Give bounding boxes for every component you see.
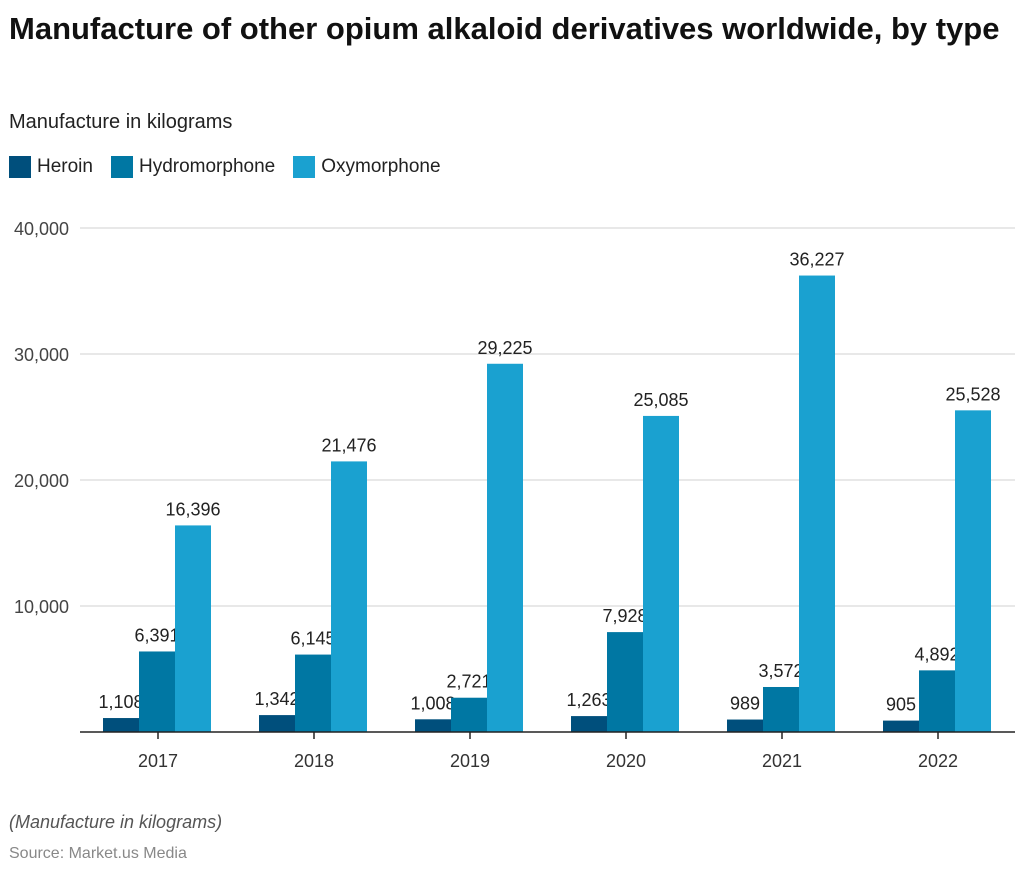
data-label: 25,528 bbox=[945, 384, 1000, 404]
legend-item-heroin: Heroin bbox=[9, 156, 93, 178]
bar-oxymorphone bbox=[331, 461, 367, 732]
legend-label: Hydromorphone bbox=[138, 156, 276, 177]
data-label: 4,892 bbox=[914, 644, 959, 664]
bar-hydromorphone bbox=[139, 651, 175, 732]
legend-swatch bbox=[110, 156, 133, 178]
data-label: 905 bbox=[886, 695, 916, 715]
data-label: 1,342 bbox=[254, 689, 299, 709]
x-tick-label: 2018 bbox=[294, 751, 334, 771]
data-label: 29,225 bbox=[477, 338, 532, 358]
bar-heroin bbox=[259, 715, 295, 732]
bar-heroin bbox=[883, 720, 919, 732]
legend-label: Heroin bbox=[37, 156, 93, 177]
y-tick-label: 20,000 bbox=[14, 471, 69, 491]
x-tick-label: 2019 bbox=[450, 751, 490, 771]
chart-title: Manufacture of other opium alkaloid deri… bbox=[9, 11, 1000, 46]
data-label: 3,572 bbox=[758, 661, 803, 681]
x-tick-label: 2017 bbox=[138, 751, 178, 771]
bar-oxymorphone bbox=[643, 415, 679, 732]
data-label: 6,391 bbox=[134, 625, 179, 645]
legend: Heroin Hydromorphone Oxymorphone bbox=[9, 156, 441, 178]
data-label: 989 bbox=[730, 694, 760, 714]
data-label: 1,008 bbox=[410, 693, 455, 713]
chart-subtitle: Manufacture in kilograms bbox=[9, 111, 233, 133]
y-tick-label: 10,000 bbox=[14, 597, 69, 617]
bar-hydromorphone bbox=[451, 697, 487, 732]
bar-heroin bbox=[571, 716, 607, 732]
legend-label: Oxymorphone bbox=[321, 156, 441, 177]
data-label: 21,476 bbox=[321, 435, 376, 455]
bar-hydromorphone bbox=[607, 632, 643, 732]
footnote: (Manufacture in kilograms) bbox=[9, 812, 223, 832]
legend-swatch bbox=[293, 156, 316, 178]
bar-chart: 10,000 20,000 30,000 40,000 1,108 6,391 16,396… bbox=[14, 219, 1015, 771]
x-tick-label: 2022 bbox=[918, 751, 958, 771]
bar-hydromorphone bbox=[919, 670, 955, 732]
legend-item-hydromorphone: Hydromorphone bbox=[110, 156, 276, 178]
bar-hydromorphone bbox=[763, 686, 799, 732]
data-label: 1,263 bbox=[566, 690, 611, 710]
bar-oxymorphone bbox=[175, 525, 211, 732]
bar-oxymorphone bbox=[799, 275, 835, 732]
data-label: 6,145 bbox=[290, 629, 335, 649]
x-tick-label: 2021 bbox=[762, 751, 802, 771]
bar-oxymorphone bbox=[487, 363, 523, 732]
data-label: 25,085 bbox=[633, 390, 688, 410]
bar-heroin bbox=[103, 718, 139, 732]
data-label: 36,227 bbox=[789, 250, 844, 270]
y-tick-label: 40,000 bbox=[14, 219, 69, 239]
bar-oxymorphone bbox=[955, 410, 991, 732]
legend-swatch bbox=[9, 156, 31, 178]
source: Source: Market.us Media bbox=[9, 845, 187, 862]
bar-hydromorphone bbox=[295, 654, 331, 732]
data-label: 1,108 bbox=[98, 692, 143, 712]
x-tick-label: 2020 bbox=[606, 751, 646, 771]
bar-heroin bbox=[415, 719, 451, 732]
legend-item-oxymorphone: Oxymorphone bbox=[293, 156, 441, 178]
data-label: 2,721 bbox=[446, 672, 491, 692]
bar-heroin bbox=[727, 719, 763, 732]
y-tick-label: 30,000 bbox=[14, 345, 69, 365]
data-label: 16,396 bbox=[165, 499, 220, 519]
data-label: 7,928 bbox=[602, 606, 647, 626]
